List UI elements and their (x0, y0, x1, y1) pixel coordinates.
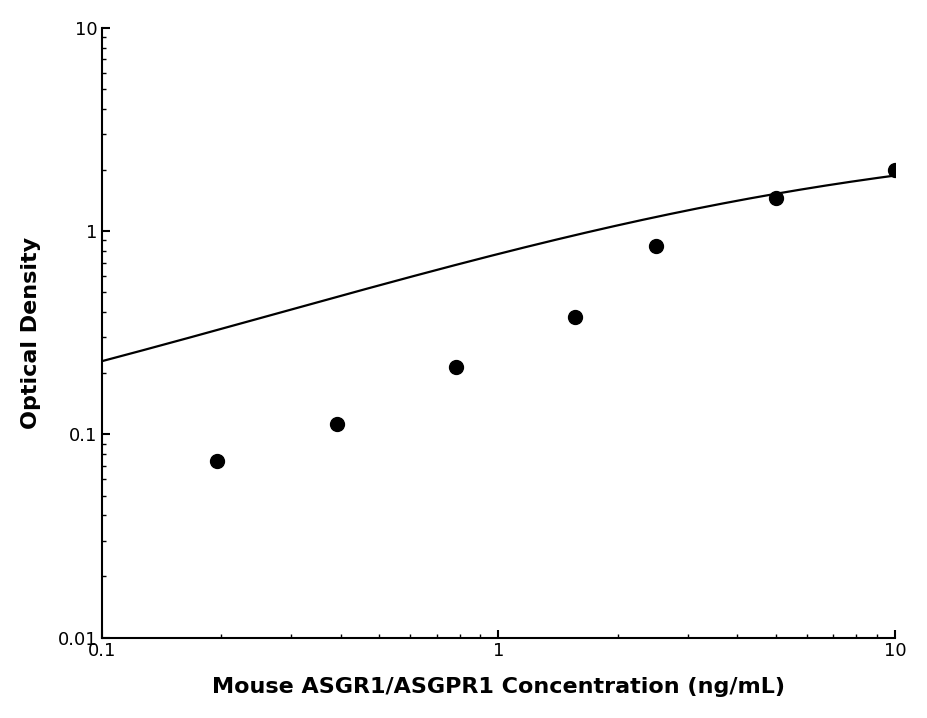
Point (887, 164, 902, 176)
Point (649, 241, 664, 252)
Point (449, 361, 464, 373)
X-axis label: Mouse ASGR1/ASGPR1 Concentration (ng/mL): Mouse ASGR1/ASGPR1 Concentration (ng/mL) (212, 677, 785, 697)
Point (210, 455, 224, 467)
Y-axis label: Optical Density: Optical Density (20, 237, 41, 429)
Point (329, 419, 344, 430)
Point (568, 311, 583, 322)
Point (768, 192, 783, 204)
